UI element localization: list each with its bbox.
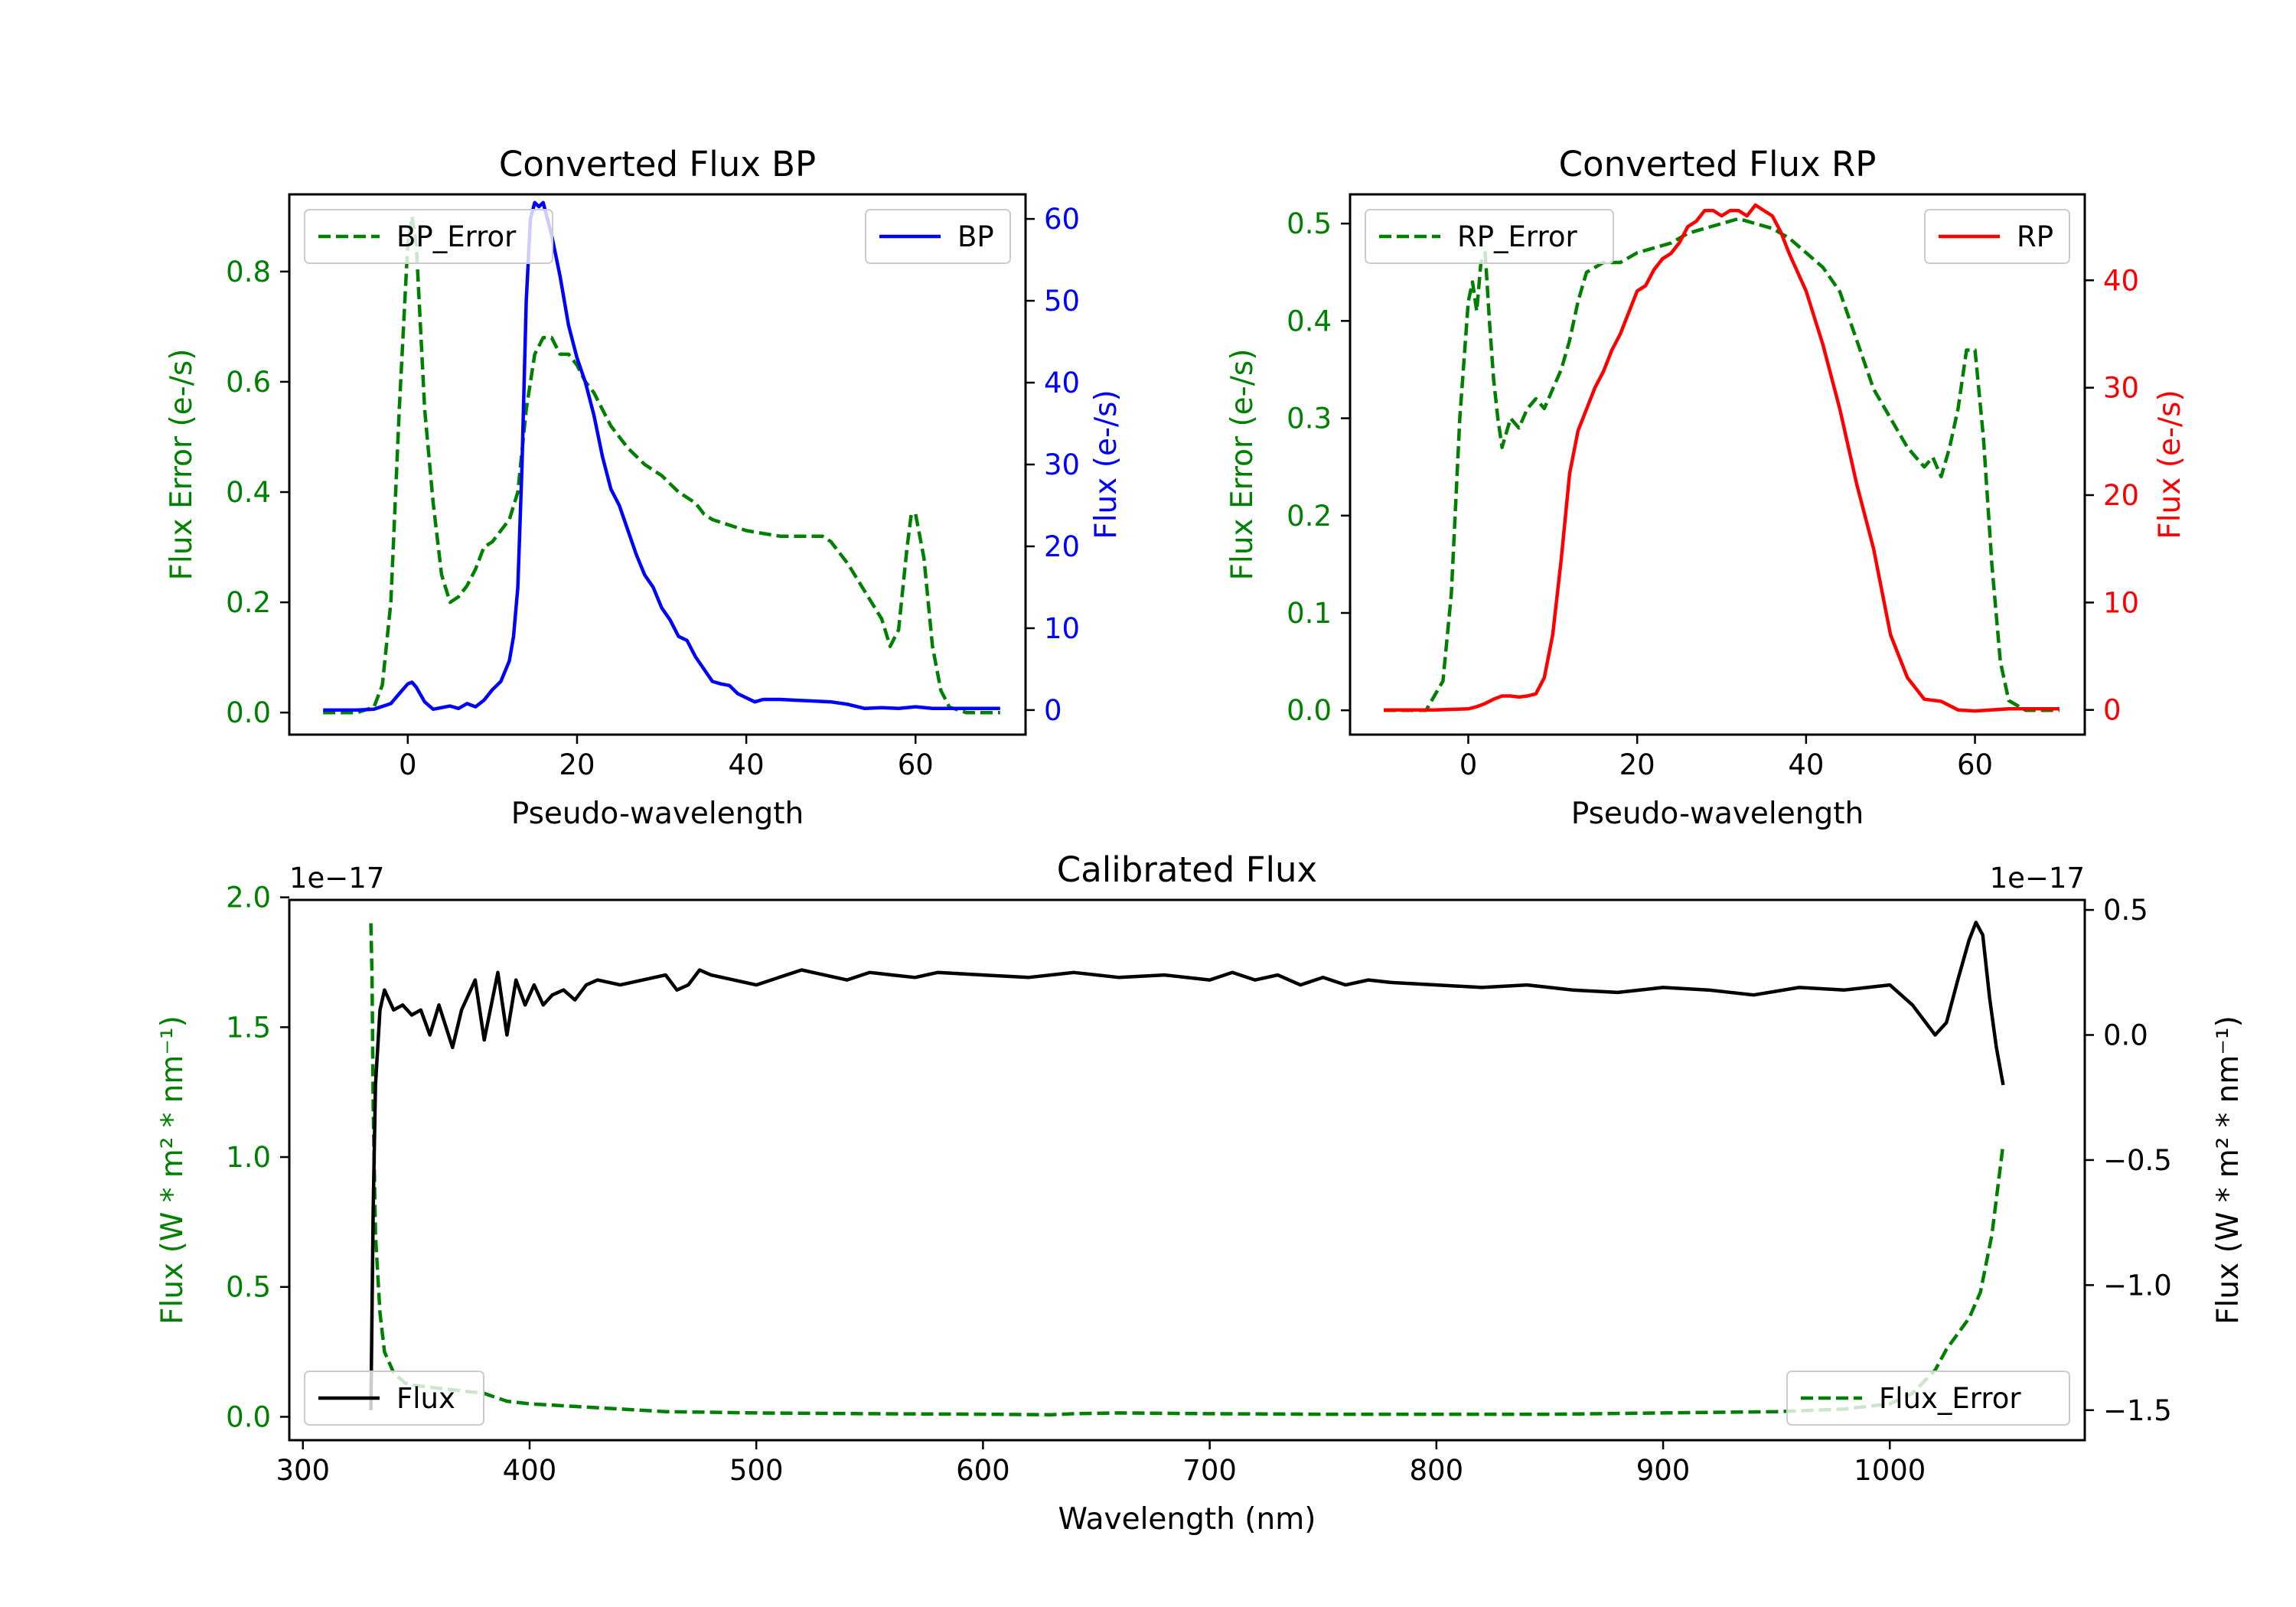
calibrated-ytick-right-label: 0.0 xyxy=(2103,1019,2148,1052)
bp-xtick-label: 40 xyxy=(729,748,765,781)
bp-chart: 0 20 40 60 0.0 0.2 0.4 0.6 0.8 0 10 20 30 40 50 60 Conve… xyxy=(165,144,1124,831)
calibrated-legend-left-label: Flux xyxy=(396,1382,455,1415)
rp-ylabel-right: Flux (e-/s) xyxy=(2153,390,2187,539)
bp-ytick-right-label: 60 xyxy=(1044,203,1080,236)
rp-xlabel: Pseudo-wavelength xyxy=(1571,797,1864,831)
bp-ytick-left-label: 0.4 xyxy=(226,476,271,509)
calibrated-ylabel-left: Flux (W * m² * nm⁻¹) xyxy=(155,1015,190,1325)
calibrated-ytick-left-label: 0.5 xyxy=(226,1271,271,1304)
calibrated-ytick-left-label: 1.0 xyxy=(226,1141,271,1174)
rp-xtick-label: 0 xyxy=(1459,748,1478,781)
calibrated-xtick-label: 700 xyxy=(1182,1454,1237,1487)
calibrated-legend-left: Flux xyxy=(304,1371,484,1426)
bp-ytick-right-label: 40 xyxy=(1044,367,1080,399)
calibrated-offset-left: 1e−17 xyxy=(289,862,384,895)
calibrated-series-flux-error-line xyxy=(369,923,2005,1416)
bp-xtick-label: 60 xyxy=(898,748,934,781)
bp-title: Converted Flux BP xyxy=(499,144,816,184)
rp-legend-left-label: RP_Error xyxy=(1457,220,1577,253)
calibrated-series-flux-line xyxy=(369,921,2005,1410)
bp-legend-left: BP_Error xyxy=(304,209,553,264)
bp-legend-left-label: BP_Error xyxy=(396,220,517,253)
bp-ytick-left-label: 0.6 xyxy=(226,366,271,399)
bp-xtick-label: 0 xyxy=(399,748,417,781)
rp-ytick-left-label: 0.1 xyxy=(1287,597,1332,630)
rp-ytick-left-label: 0.2 xyxy=(1287,500,1332,533)
calibrated-xtick-label: 500 xyxy=(729,1454,784,1487)
bp-xtick-label: 20 xyxy=(559,748,595,781)
calibrated-ytick-right-label: 0.5 xyxy=(2103,894,2148,927)
rp-ytick-right-label: 10 xyxy=(2103,586,2139,619)
bp-ylabel-right: Flux (e-/s) xyxy=(1089,390,1124,539)
rp-ytick-left-label: 0.0 xyxy=(1287,694,1332,727)
calibrated-xlabel: Wavelength (nm) xyxy=(1058,1502,1316,1537)
rp-ytick-right-label: 20 xyxy=(2103,479,2139,512)
rp-ytick-right-label: 30 xyxy=(2103,372,2139,405)
bp-ytick-right-label: 10 xyxy=(1044,612,1080,645)
bp-legend-right: BP xyxy=(865,209,1011,264)
calibrated-xtick-label: 400 xyxy=(503,1454,557,1487)
rp-xtick-label: 60 xyxy=(1957,748,1993,781)
calibrated-ytick-right-label: −1.5 xyxy=(2103,1394,2172,1427)
calibrated-ytick-left-label: 2.0 xyxy=(226,882,271,914)
rp-ytick-left-label: 0.5 xyxy=(1287,207,1332,240)
bp-xlabel: Pseudo-wavelength xyxy=(511,797,804,831)
calibrated-offset-right: 1e−17 xyxy=(1990,862,2085,895)
calibrated-chart: 300 400 500 600 700 800 900 1000 0.0 0.5 1.0 1.5 2.0… xyxy=(155,849,2245,1537)
bp-ytick-right-label: 20 xyxy=(1044,530,1080,563)
rp-legend-right: RP xyxy=(1924,209,2070,264)
bp-ytick-left-label: 0.2 xyxy=(226,586,271,619)
rp-series-rp-line xyxy=(1384,203,2060,713)
rp-series-rp-error-line xyxy=(1384,217,2060,712)
rp-axes-frame xyxy=(1349,193,2086,736)
rp-legend-left-box xyxy=(1365,209,1614,264)
rp-legend-left: RP_Error xyxy=(1365,209,1614,264)
rp-ylabel-left: Flux Error (e-/s) xyxy=(1225,349,1260,581)
calibrated-title: Calibrated Flux xyxy=(1057,849,1317,890)
rp-chart: 0 20 40 60 0.0 0.1 0.2 0.3 0.4 0.5 0 10 20 30 40 Conver… xyxy=(1225,144,2187,831)
calibrated-ytick-right-label: −0.5 xyxy=(2103,1144,2172,1177)
calibrated-axes-frame xyxy=(288,898,2086,1442)
bp-legend-right-label: BP xyxy=(957,220,994,253)
rp-ytick-left-label: 0.3 xyxy=(1287,403,1332,435)
bp-legend-left-box xyxy=(304,209,553,264)
bp-ytick-right-label: 0 xyxy=(1044,694,1062,727)
calibrated-legend-right-box xyxy=(1786,1371,2070,1426)
rp-ytick-right-label: 40 xyxy=(2103,264,2139,297)
bp-ytick-left-label: 0.0 xyxy=(226,696,271,729)
bp-ytick-right-label: 50 xyxy=(1044,285,1080,318)
calibrated-ytick-left-label: 0.0 xyxy=(226,1400,271,1433)
calibrated-xtick-label: 800 xyxy=(1410,1454,1464,1487)
calibrated-legend-right: Flux_Error xyxy=(1786,1371,2070,1426)
calibrated-xtick-label: 900 xyxy=(1636,1454,1691,1487)
bp-ytick-right-label: 30 xyxy=(1044,448,1080,481)
rp-ytick-right-label: 0 xyxy=(2103,694,2122,727)
bp-series-bp-line xyxy=(323,200,1000,712)
calibrated-xtick-label: 300 xyxy=(276,1454,330,1487)
rp-ytick-left-label: 0.4 xyxy=(1287,305,1332,337)
rp-legend-right-label: RP xyxy=(2017,220,2053,253)
rp-xtick-label: 40 xyxy=(1788,748,1824,781)
rp-xtick-label: 20 xyxy=(1619,748,1655,781)
calibrated-legend-left-box xyxy=(304,1371,484,1426)
calibrated-ylabel-right: Flux (W * m² * nm⁻¹) xyxy=(2211,1015,2245,1325)
bp-ytick-left-label: 0.8 xyxy=(226,256,271,288)
rp-title: Converted Flux RP xyxy=(1559,144,1877,184)
calibrated-ytick-right-label: −1.0 xyxy=(2103,1269,2172,1302)
calibrated-xtick-label: 1000 xyxy=(1854,1454,1926,1487)
calibrated-ytick-left-label: 1.5 xyxy=(226,1011,271,1044)
calibrated-legend-right-label: Flux_Error xyxy=(1879,1382,2021,1415)
calibrated-xtick-label: 600 xyxy=(956,1454,1010,1487)
bp-ylabel-left: Flux Error (e-/s) xyxy=(165,349,199,581)
